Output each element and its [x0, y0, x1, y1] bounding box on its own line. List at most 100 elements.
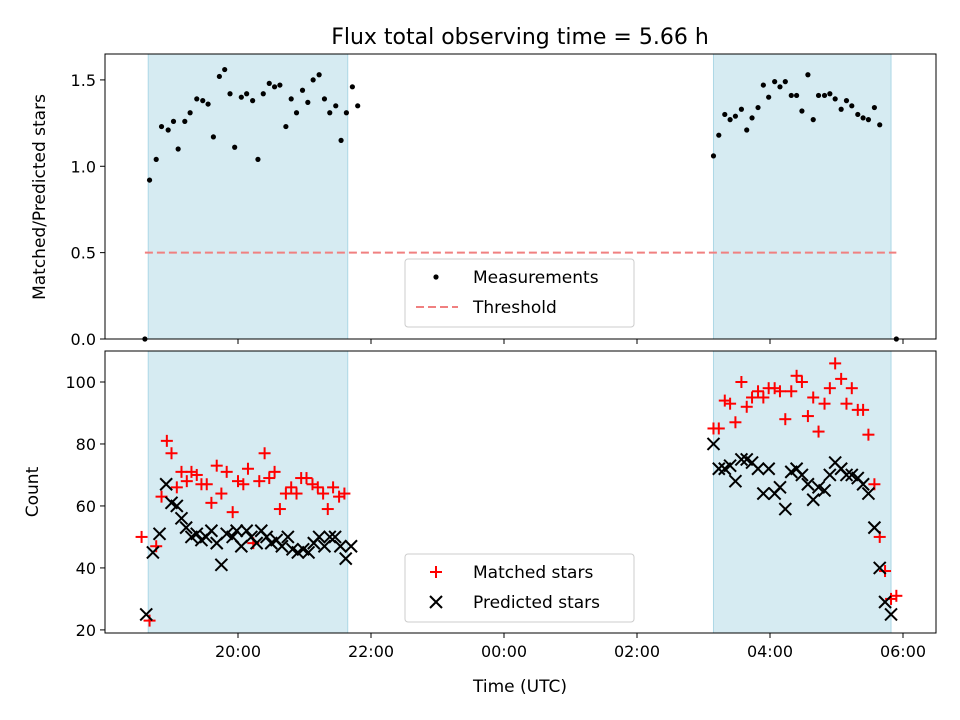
measurement-point — [727, 117, 733, 123]
predicted-star-point — [249, 536, 264, 550]
measurement-point — [760, 82, 766, 88]
predicted-star-point — [801, 477, 815, 491]
predicted-star-point — [259, 530, 274, 544]
predicted-star-point — [301, 545, 316, 560]
measurement-point — [832, 96, 838, 102]
measurement-point — [355, 103, 361, 109]
matched-star-point — [241, 462, 254, 475]
matched-star-point — [165, 447, 178, 460]
matched-star-point — [746, 391, 759, 404]
matched-star-point — [724, 397, 737, 410]
measurement-point — [805, 72, 811, 78]
matched-star-point — [155, 490, 168, 503]
ratio-y-axis: 0.0 0.5 1.0 1.5 — [71, 71, 105, 349]
predicted-star-point — [756, 486, 771, 501]
legend-predicted-marker — [429, 595, 443, 609]
observing-window-span — [712, 53, 892, 340]
count-axes-frame — [104, 350, 937, 634]
predicted-star-point — [312, 530, 326, 544]
measurement-point — [865, 117, 872, 123]
measurement-point — [838, 106, 844, 112]
x-tick-label: 22:00 — [348, 642, 394, 661]
predicted-star-point — [823, 468, 837, 482]
measurement-point — [153, 156, 159, 162]
matched-star-point — [253, 475, 266, 488]
predicted-star-point — [275, 539, 289, 553]
measurement-point — [333, 103, 339, 109]
predicted-star-point — [146, 545, 160, 560]
matched-star-point — [740, 400, 753, 413]
matched-star-point — [752, 385, 765, 398]
y-tick-label: 60 — [76, 497, 96, 516]
x-tick-label: 00:00 — [481, 642, 527, 661]
predicted-star-point — [761, 462, 776, 476]
measurement-point — [271, 84, 278, 90]
ratio-x-axis — [237, 339, 904, 344]
y-tick-label: 40 — [76, 559, 96, 578]
measurement-point — [194, 96, 200, 102]
y-tick-label: 80 — [76, 435, 96, 454]
matched-star-point — [890, 589, 903, 602]
matched-star-point — [226, 506, 239, 519]
measurement-point — [175, 146, 181, 152]
measurement-point — [277, 82, 283, 88]
measurement-point — [165, 127, 171, 133]
matched-star-point — [785, 385, 798, 398]
matched-star-point — [807, 391, 820, 404]
legend-measurements-marker — [433, 274, 439, 280]
count-plot-area — [135, 357, 903, 627]
matched-star-point — [812, 425, 825, 438]
legend-matched-marker — [430, 566, 442, 578]
count-legend-box — [404, 553, 635, 623]
predicted-star-point — [817, 483, 832, 498]
matched-star-point — [160, 434, 173, 447]
ratio-panel: 0.0 0.5 1.0 1.5 Matched/Predicted stars Mea… — [30, 53, 937, 349]
count-y-axis: 20 40 60 80 100 — [65, 373, 105, 640]
predicted-star-point — [214, 558, 229, 572]
measurement-point — [810, 117, 816, 123]
predicted-star-point — [867, 520, 882, 535]
measurement-point — [843, 98, 850, 104]
matched-star-point — [279, 487, 292, 500]
measurement-point — [738, 106, 745, 112]
predicted-star-point — [281, 530, 295, 544]
predicted-star-point — [344, 539, 358, 553]
legend-predicted-label: Predicted stars — [473, 593, 600, 613]
measurement-point — [158, 123, 165, 130]
count-panel: 20 40 60 80 100 20:00 22:00 00:00 02:00 04:00 06:… — [23, 350, 937, 697]
matched-star-point — [258, 447, 271, 460]
matched-star-point — [327, 481, 340, 494]
predicted-star-point — [884, 607, 898, 622]
matched-star-point — [273, 503, 286, 516]
predicted-star-point — [339, 551, 353, 566]
measurement-point — [316, 72, 322, 78]
measurement-point — [266, 80, 272, 86]
measurement-point — [860, 115, 866, 121]
predicted-star-point — [190, 527, 204, 541]
measurement-point — [293, 110, 300, 116]
predicted-star-point — [839, 468, 854, 482]
predicted-star-point — [328, 530, 342, 544]
legend-measurements-label: Measurements — [473, 268, 599, 288]
matched-star-point — [862, 428, 875, 441]
matched-star-point — [823, 382, 836, 395]
measurement-point — [187, 110, 193, 116]
measurement-point — [146, 177, 153, 183]
measurement-point — [200, 98, 206, 104]
matched-star-point — [829, 357, 842, 370]
measurement-point — [815, 92, 822, 99]
predicted-star-point — [139, 607, 153, 622]
measurement-point — [877, 122, 883, 128]
matched-star-point — [200, 478, 213, 491]
predicted-star-point — [333, 539, 348, 553]
matched-star-point — [237, 478, 250, 491]
ratio-y-axis-label: Matched/Predicted stars — [30, 94, 50, 300]
predicted-star-point — [239, 524, 254, 538]
predicted-star-point — [706, 437, 721, 451]
predicted-star-point — [861, 486, 876, 501]
matched-star-point — [285, 481, 298, 494]
matched-star-point — [840, 397, 853, 410]
matched-star-point — [835, 372, 848, 385]
measurement-point — [182, 118, 188, 124]
measurement-point — [749, 115, 755, 121]
